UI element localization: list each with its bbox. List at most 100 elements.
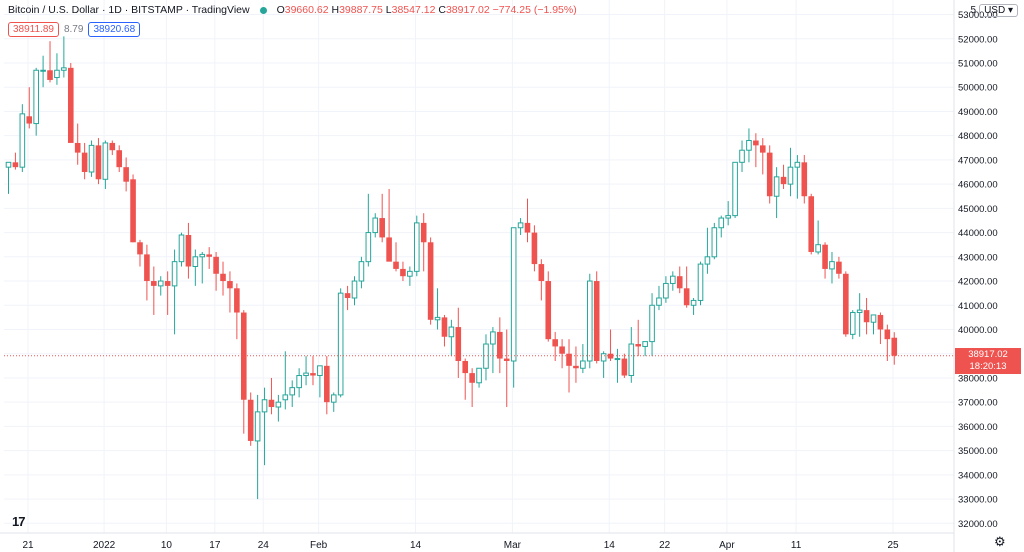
grid-lines [4,0,954,533]
candle-body [794,161,801,168]
price-tick-label: 44000.00 [958,228,998,239]
candle-body [476,367,482,384]
candle [517,218,524,236]
candle [746,128,752,163]
price-tick-label: 42000.00 [958,277,998,288]
candle-body [434,316,441,321]
market-status-icon [259,6,267,14]
candle [268,377,275,415]
candle [213,251,219,291]
candle [351,276,358,306]
tradingview-logo-icon[interactable]: 17 [12,514,26,529]
candle-body [586,280,593,362]
candle [192,249,199,286]
price-tick-label: 32000.00 [958,519,998,530]
candle-body [552,339,558,347]
candle [61,36,67,78]
candle [393,242,399,272]
time-tick-label: 17 [209,540,221,551]
currency-selector[interactable]: 5 USD ▾ [971,4,1018,17]
candle [822,242,828,279]
candle-body [296,375,302,389]
candle-body [261,399,268,413]
candle [448,319,455,357]
candle-body [462,360,469,374]
candle [849,310,856,340]
price-tick-label: 40000.00 [958,325,998,336]
buy-quote-button[interactable]: 38920.68 [88,22,141,37]
candle [815,220,821,255]
candle [863,297,870,335]
time-tick-label: 22 [659,540,671,551]
time-tick-label: 2022 [93,540,116,551]
candle-body [303,372,309,377]
price-tick-label: 38000.00 [958,373,998,384]
candle [247,392,254,446]
candle [33,67,39,136]
candle-body [185,235,192,267]
high-value: 39887.75 [339,4,383,16]
candle-body [891,337,898,356]
change-value: −774.25 (−1.95%) [492,4,577,16]
candle-body [663,282,669,299]
candle [559,339,565,369]
candle-body [877,314,884,330]
candle [573,346,579,383]
candle [870,314,877,335]
last-price-badge: 38917.02 18:20:13 [955,348,1021,374]
candle [476,367,482,388]
price-tick-label: 52000.00 [958,34,998,45]
candle [663,276,669,303]
candle-body [33,69,39,125]
candle [282,351,289,410]
candle [635,319,642,357]
candle [676,266,683,294]
candle [54,53,60,85]
candle-body [683,288,690,306]
sell-quote-button[interactable]: 38911.89 [8,22,59,37]
candle [580,344,586,374]
candle-body [171,261,178,287]
gear-icon[interactable]: ⚙ [994,534,1006,549]
time-tick-label: 24 [258,540,270,551]
spread-value: 8.79 [63,24,84,35]
candle [317,365,323,398]
time-axis[interactable]: 21 2022 10 17 24 Feb 14 Mar 14 22 Apr 11 25 [22,540,899,551]
price-tick-label: 48000.00 [958,131,998,142]
candle-body [407,270,413,277]
candle-body [787,166,794,185]
time-tick-label: Apr [719,540,735,551]
candle [310,356,316,386]
time-tick-label: 11 [791,540,802,551]
candle-body [725,215,731,219]
symbol-title[interactable]: Bitcoin / U.S. Dollar · 1D · BITSTAMP · … [8,4,250,16]
candle-body [856,309,863,314]
price-tick-label: 50000.00 [958,83,998,94]
open-value: 39660.62 [284,4,329,16]
candle-body [593,281,600,361]
candle-body [697,263,704,301]
price-axis[interactable]: 32000.00 33000.00 34000.00 35000.00 36000.00… [958,10,998,530]
candle [379,193,385,243]
candle [552,331,558,361]
currency-dropdown[interactable]: USD ▾ [979,4,1018,17]
candle-body [753,140,759,146]
time-tick-label: Mar [504,540,522,551]
candle-body [801,162,808,197]
candle-body [324,365,330,403]
candle-body [240,312,247,400]
candle [787,147,794,197]
candle [137,239,143,267]
candle [67,62,74,143]
candle [427,237,434,325]
candle-body [310,373,316,376]
candle-body [711,227,718,258]
candle [801,155,808,204]
candle [642,341,648,357]
candle-body [47,70,53,80]
candle-body [137,242,143,255]
candle-body [649,304,655,343]
candle-body [344,293,351,298]
candle-body [469,373,475,383]
